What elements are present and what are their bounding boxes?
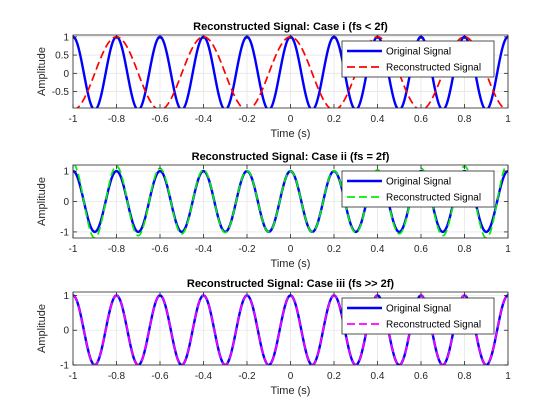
- legend-box: [341, 40, 495, 78]
- x-tick-label: -1: [69, 244, 78, 255]
- subplot-3: -1 -0.8 -0.6 -0.4 -0.2 0 0.2 0.4 0.6 0.8 1 -1 0 1 Reco…: [36, 278, 511, 397]
- chart-title: Reconstructed Signal: Case ii (fs = 2f): [192, 151, 390, 163]
- y-tick-label: 0: [63, 69, 69, 80]
- x-tick-label: -0.2: [238, 244, 256, 255]
- x-tick-label: -0.8: [108, 114, 126, 125]
- legend-label: Original Signal: [386, 304, 451, 315]
- x-tick-label: -0.2: [238, 371, 256, 382]
- series-group: [73, 165, 508, 238]
- legend-label: Reconstructed Signal: [386, 63, 481, 74]
- y-axis-label: Amplitude: [36, 47, 48, 96]
- x-tick-label: 0.8: [458, 244, 472, 255]
- x-axis-label: Time (s): [271, 128, 311, 140]
- y-tick-label: -0.5: [52, 87, 70, 98]
- legend: Original Signal Reconstructed Signal: [341, 170, 495, 208]
- x-tick-label: -0.4: [195, 371, 213, 382]
- x-tick-label: 0: [288, 371, 294, 382]
- chart-title: Reconstructed Signal: Case iii (fs >> 2f…: [187, 278, 395, 290]
- subplot-1: -1 -0.8 -0.6 -0.4 -0.2 0 0.2 0.4 0.6 0.8 1 -0.5 0 0.5…: [36, 21, 511, 140]
- x-tick-label: -0.8: [108, 244, 126, 255]
- x-axis-label: Time (s): [271, 385, 311, 397]
- legend: Original Signal Reconstructed Signal: [341, 40, 495, 78]
- x-tick-label: -0.2: [238, 114, 256, 125]
- x-tick-label: -0.4: [195, 244, 213, 255]
- x-tick-label: 0.4: [371, 371, 385, 382]
- series-line-reconstructed: [73, 165, 508, 238]
- y-tick-label: -1: [60, 227, 69, 238]
- y-tick-label: 0: [63, 326, 69, 337]
- x-tick-label: -0.6: [151, 371, 169, 382]
- y-tick-label: 0.5: [55, 51, 69, 62]
- y-tick-label: 0: [63, 197, 69, 208]
- legend-label: Reconstructed Signal: [386, 320, 481, 331]
- legend-box: [341, 170, 495, 208]
- y-tick-label: 1: [63, 32, 69, 43]
- x-tick-label: 0.8: [458, 371, 472, 382]
- x-tick-label: 0.6: [414, 114, 428, 125]
- x-tick-label: -0.6: [151, 114, 169, 125]
- legend: Original Signal Reconstructed Signal: [341, 297, 495, 335]
- y-tick-label: -1: [60, 361, 69, 372]
- x-tick-label: 0.4: [371, 244, 385, 255]
- x-tick-label: -0.4: [195, 114, 213, 125]
- x-tick-label: 1: [505, 371, 511, 382]
- y-tick-label: 1: [63, 167, 69, 178]
- legend-box: [341, 297, 495, 335]
- x-tick-label: 1: [505, 244, 511, 255]
- x-tick-label: 0.2: [327, 114, 341, 125]
- x-tick-label: 0.4: [371, 114, 385, 125]
- y-axis-label: Amplitude: [36, 177, 48, 226]
- x-tick-label: -0.8: [108, 371, 126, 382]
- legend-label: Original Signal: [386, 47, 451, 58]
- x-tick-label: -0.6: [151, 244, 169, 255]
- y-tick-label: 1: [63, 291, 69, 302]
- legend-label: Original Signal: [386, 177, 451, 188]
- x-tick-label: 1: [505, 114, 511, 125]
- legend-label: Reconstructed Signal: [386, 193, 481, 204]
- x-tick-label: 0.2: [327, 371, 341, 382]
- x-tick-label: 0.6: [414, 244, 428, 255]
- x-tick-label: 0.2: [327, 244, 341, 255]
- x-tick-label: 0: [288, 244, 294, 255]
- x-tick-label: 0: [288, 114, 294, 125]
- chart-title: Reconstructed Signal: Case i (fs < 2f): [193, 21, 388, 33]
- x-tick-label: -1: [69, 114, 78, 125]
- subplot-2: -1 -0.8 -0.6 -0.4 -0.2 0 0.2 0.4 0.6 0.8 1 -1 0 1 Reco…: [36, 151, 511, 270]
- x-tick-label: -1: [69, 371, 78, 382]
- series-line-reconstructed: [73, 294, 508, 365]
- x-axis-label: Time (s): [271, 258, 311, 270]
- y-axis-label: Amplitude: [36, 304, 48, 353]
- x-tick-label: 0.6: [414, 371, 428, 382]
- x-tick-label: 0.8: [458, 114, 472, 125]
